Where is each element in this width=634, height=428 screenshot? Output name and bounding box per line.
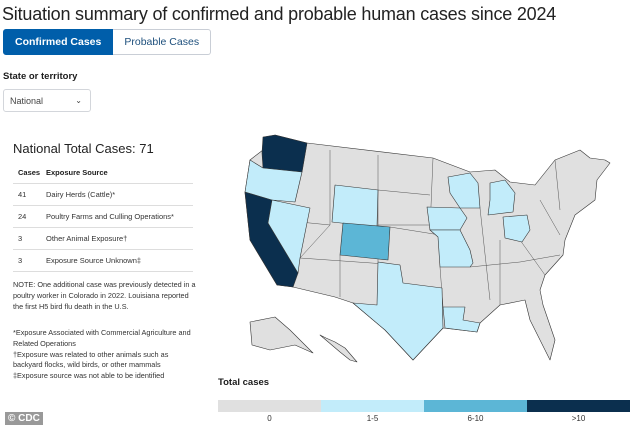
table-row: 3 Other Animal Exposure†: [13, 227, 193, 250]
tab-probable-cases[interactable]: Probable Cases: [113, 29, 212, 55]
state-mi[interactable]: [487, 179, 516, 216]
state-filter-label: State or territory: [3, 71, 78, 82]
cell-source: Dairy Herds (Cattle)*: [41, 183, 193, 206]
state-border: [539, 199, 561, 236]
legend-swatch-over-10: [527, 400, 630, 412]
state-border: [479, 207, 491, 301]
table-row: 41 Dairy Herds (Cattle)*: [13, 183, 193, 206]
state-nv[interactable]: [267, 199, 311, 274]
cell-source: Other Animal Exposure†: [41, 227, 193, 250]
state-border: [469, 254, 561, 268]
cell-cases: 24: [13, 205, 41, 228]
state-ak[interactable]: [249, 316, 314, 354]
case-tabs: Confirmed Cases Probable Cases: [3, 29, 212, 55]
legend-swatch-0: [218, 400, 321, 412]
legend-label: 6-10: [467, 414, 484, 423]
footnote: *Exposure Associated with Commercial Agr…: [13, 328, 191, 348]
state-ia[interactable]: [426, 206, 468, 231]
state-oh[interactable]: [502, 214, 531, 243]
state-border: [519, 239, 546, 276]
footnote: †Exposure was related to other animals s…: [13, 349, 169, 370]
state-wy[interactable]: [331, 184, 379, 228]
legend-title: Total cases: [218, 377, 270, 388]
legend-label: 0: [267, 414, 272, 423]
legend-label: >10: [571, 414, 586, 423]
state-hi[interactable]: [319, 334, 358, 363]
cdc-credit: © CDC: [5, 412, 43, 425]
state-la[interactable]: [442, 306, 481, 333]
legend-labels: 0 1-5 6-10 >10: [218, 414, 630, 423]
cell-source: Exposure Source Unknown‡: [41, 249, 193, 272]
state-co[interactable]: [339, 222, 391, 261]
header-cases: Cases: [13, 163, 41, 184]
table-row: 24 Poultry Farms and Culling Operations*: [13, 205, 193, 228]
state-border: [377, 189, 431, 196]
state-select[interactable]: National ⌄: [3, 89, 91, 112]
page-title: Situation summary of confirmed and proba…: [2, 4, 557, 24]
cell-cases: 3: [13, 227, 41, 250]
state-mo[interactable]: [429, 229, 474, 268]
tab-confirmed-cases[interactable]: Confirmed Cases: [3, 29, 114, 55]
state-tx[interactable]: [352, 261, 444, 361]
note-text: NOTE: One additional case was previously…: [13, 280, 196, 311]
legend-bar: [218, 400, 630, 412]
national-total: National Total Cases: 71: [13, 141, 154, 156]
exposure-table: Cases Exposure Source 41 Dairy Herds (Cat…: [13, 163, 193, 272]
header-source: Exposure Source: [41, 163, 193, 184]
footnotes: *Exposure Associated with Commercial Agr…: [13, 328, 198, 382]
table-header: Cases Exposure Source: [13, 163, 193, 184]
table-row: 3 Exposure Source Unknown‡: [13, 249, 193, 272]
cell-cases: 3: [13, 249, 41, 272]
state-select-value: National: [10, 95, 44, 106]
state-border: [554, 159, 561, 211]
legend-label: 1-5: [366, 414, 379, 423]
state-wa[interactable]: [261, 134, 308, 173]
state-border: [389, 226, 441, 236]
us-map: [244, 134, 611, 363]
chevron-down-icon: ⌄: [75, 96, 82, 105]
legend-swatch-6-10: [424, 400, 527, 412]
footnote: ‡Exposure source was not able to be iden…: [13, 371, 165, 381]
state-or[interactable]: [244, 159, 303, 203]
cell-cases: 41: [13, 183, 41, 206]
legend-swatch-1-5: [321, 400, 424, 412]
cell-source: Poultry Farms and Culling Operations*: [41, 205, 193, 228]
state-wi[interactable]: [447, 172, 481, 209]
